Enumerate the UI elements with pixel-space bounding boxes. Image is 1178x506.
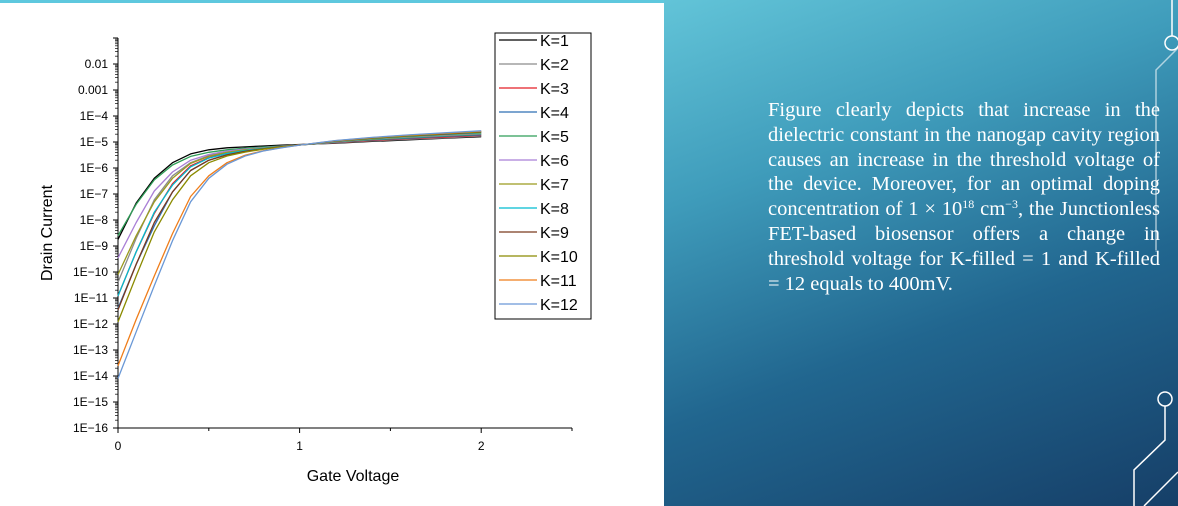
- x-axis-label: Gate Voltage: [307, 468, 400, 485]
- x-tick-label: 0: [115, 439, 122, 453]
- legend-label: K=1: [540, 33, 569, 50]
- legend-label: K=10: [540, 249, 578, 266]
- y-tick-label: 1E−15: [73, 395, 108, 409]
- description-part-1: Figure clearly depicts that increase in …: [768, 99, 1160, 221]
- series-line-k9: [117, 131, 482, 311]
- description-text: Figure clearly depicts that increase in …: [768, 98, 1160, 296]
- y-tick-label: 1E−6: [80, 161, 109, 175]
- y-tick-label: 1E−8: [80, 213, 109, 227]
- legend-label: K=3: [540, 81, 569, 98]
- legend-label: K=5: [540, 129, 569, 146]
- y-tick-label: 0.01: [85, 57, 109, 71]
- series-line-k12: [117, 130, 482, 379]
- legend-label: K=8: [540, 201, 569, 218]
- y-tick-label: 1E−14: [73, 369, 108, 383]
- y-tick-label: 1E−4: [80, 109, 109, 123]
- x-tick-label: 1: [296, 439, 303, 453]
- legend-label: K=6: [540, 153, 569, 170]
- y-tick-label: 1E−13: [73, 343, 108, 357]
- series-line-k8: [117, 131, 482, 297]
- exponent-minus-3: −3: [1005, 197, 1018, 212]
- legend-label: K=9: [540, 225, 569, 242]
- x-tick-label: 2: [478, 439, 485, 453]
- series-line-k2: [117, 135, 482, 283]
- exponent-18: 18: [962, 197, 975, 212]
- series-line-k7: [117, 132, 482, 275]
- series-line-k1: [117, 136, 482, 240]
- chart-panel: 0.01 0.001 1E−4 1E−5 1E−6 1E−7 1E−8 1E−9 1E−10 1E…: [0, 3, 664, 506]
- y-tick-label: 1E−7: [80, 187, 109, 201]
- y-axis-label: Drain Current: [39, 184, 56, 281]
- top-accent-bar: [0, 0, 665, 3]
- series-line-k4: [117, 134, 482, 309]
- series-line-k3: [117, 134, 482, 297]
- description-part-3: , the Junctionless FET-based biosensor o…: [768, 198, 1161, 295]
- description-panel: Figure clearly depicts that increase in …: [664, 0, 1178, 506]
- legend-label: K=7: [540, 177, 569, 194]
- y-tick-label: 1E−16: [73, 421, 108, 435]
- series-line-k10: [117, 131, 482, 323]
- legend-label: K=11: [540, 273, 577, 290]
- y-tick-label: 1E−10: [73, 265, 108, 279]
- legend-label: K=12: [540, 297, 578, 314]
- y-tick-label: 0.001: [78, 83, 108, 97]
- y-tick-label: 1E−5: [80, 135, 109, 149]
- y-tick-label: 1E−11: [74, 291, 108, 305]
- description-part-2: cm: [974, 198, 1006, 221]
- circuit-decoration: [1133, 0, 1178, 506]
- drain-current-chart: 0.01 0.001 1E−4 1E−5 1E−6 1E−7 1E−8 1E−9 1E−10 1E…: [39, 32, 592, 485]
- legend-label: K=4: [540, 105, 569, 122]
- legend-label: K=2: [540, 57, 569, 74]
- y-tick-label: 1E−12: [73, 317, 108, 331]
- legend-box: [494, 32, 592, 320]
- y-tick-label: 1E−9: [80, 239, 109, 253]
- series-line-k11: [117, 130, 482, 366]
